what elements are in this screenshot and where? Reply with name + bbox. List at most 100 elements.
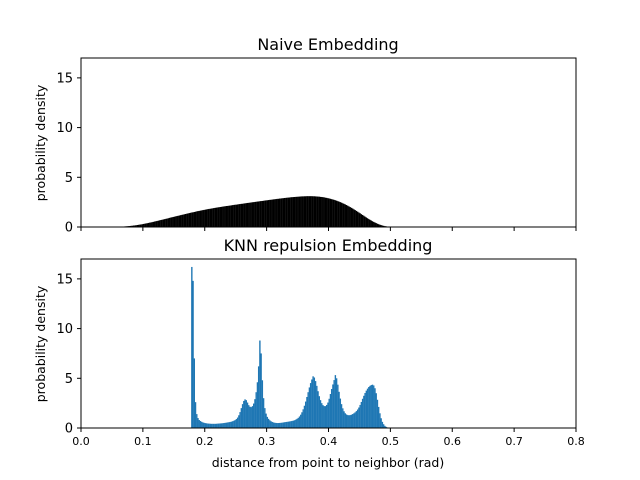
naive-embedding-bar [167,218,170,227]
knn-embedding-bar [302,409,304,428]
knn-embedding-xlabel: distance from point to neighbor (rad) [212,455,445,470]
naive-embedding-bar [266,200,269,227]
naive-embedding-bar [162,219,165,227]
naive-embedding-bar [259,201,261,227]
knn-embedding-bar [209,423,212,428]
knn-embedding-xtick-label: 0.0 [72,435,90,448]
naive-embedding-bar [173,216,176,227]
naive-embedding-bar [155,221,157,227]
naive-embedding-bar [371,221,374,227]
knn-embedding-xtick-label: 0.3 [258,435,276,448]
knn-embedding-bar [227,422,229,428]
knn-embedding-bar [279,422,281,428]
naive-embedding-title: Naive Embedding [257,35,398,54]
knn-embedding-bar [265,413,267,428]
naive-embedding-bar [355,210,358,227]
knn-embedding-bar [234,420,236,428]
knn-embedding-bar [224,422,226,428]
knn-embedding-bar [197,418,199,428]
knn-embedding-bar [244,399,246,428]
naive-embedding-bar [337,201,339,227]
naive-embedding-bar [147,222,150,227]
naive-embedding-bar [365,217,368,227]
knn-embedding-bar [380,418,382,428]
naive-embedding-bar [323,197,325,227]
naive-embedding-bar [375,223,377,227]
knn-embedding-bar [270,421,272,428]
naive-embedding-bar [207,209,209,227]
naive-embedding-bar [202,210,204,227]
naive-embedding-bar [199,210,202,227]
knn-embedding-bar [300,414,302,428]
naive-embedding-bar [260,201,262,227]
naive-embedding-bar [366,218,369,227]
naive-embedding-bar [141,224,144,227]
knn-embedding-bar [251,406,254,428]
knn-embedding-bar [338,391,340,428]
naive-embedding-bar [293,196,296,227]
naive-embedding-bar [290,197,292,227]
naive-embedding-bar [156,220,158,227]
naive-embedding-bar [343,203,345,227]
knn-embedding-bar [322,405,324,428]
knn-embedding-axes-frame [80,258,577,429]
knn-embedding-bar [287,421,290,428]
knn-embedding-bar [368,387,370,428]
naive-embedding-bar [254,201,256,227]
knn-embedding-bar [335,378,338,428]
naive-embedding-bar [187,213,189,227]
naive-embedding-bar [240,203,243,227]
naive-embedding-bar [257,201,260,227]
naive-embedding-ytick-label: 0 [65,221,73,236]
naive-embedding-bar [326,197,328,227]
knn-embedding-bar [225,422,228,428]
naive-embedding-bar [146,223,148,227]
knn-embedding-bar [378,406,380,428]
naive-embedding-bar [189,212,192,227]
naive-embedding-bar [271,199,273,227]
knn-embedding-bar [384,425,386,428]
knn-embedding-bar [283,422,286,428]
naive-embedding-bar [279,198,281,227]
knn-embedding-bar [321,403,323,428]
naive-embedding-bar [178,215,181,227]
naive-embedding-bar [235,204,238,227]
naive-embedding-bar [208,208,210,227]
knn-embedding-bar [281,422,283,428]
knn-embedding-bar [208,423,210,428]
naive-embedding-bar [370,220,372,227]
naive-embedding-bar [201,210,203,227]
knn-embedding-bar [333,380,335,428]
naive-embedding-bar [350,207,353,227]
naive-embedding-bar [137,224,140,227]
knn-embedding-bar [282,422,285,428]
knn-embedding-bar [231,421,234,428]
naive-embedding-bar [298,196,301,227]
naive-embedding-bar [239,204,241,227]
naive-embedding-bar [335,200,338,227]
naive-embedding-subplot: Naive Embedding probability density 0 5 10… [33,35,577,236]
naive-embedding-bar [213,208,215,227]
naive-embedding-bar [230,205,233,227]
knn-embedding-bar [245,400,247,428]
knn-embedding-bar [358,407,360,428]
knn-embedding-bar [264,408,266,428]
knn-embedding-bar [261,380,264,428]
naive-embedding-bar [233,204,235,227]
naive-embedding-bar [360,214,363,227]
knn-embedding-bar [192,280,194,428]
knn-embedding-bar [266,416,269,428]
naive-embedding-bar [287,197,290,227]
naive-embedding-bar [330,199,333,227]
naive-embedding-bar [374,222,376,227]
naive-embedding-bar [224,206,226,227]
naive-embedding-bar [316,196,318,227]
knn-embedding-bar [301,412,303,428]
knn-embedding-bar [304,401,307,428]
knn-embedding-bar [240,408,243,428]
knn-embedding-bar [272,422,275,428]
knn-embedding-bar [354,412,356,428]
naive-embedding-bar [296,196,298,227]
naive-embedding-bar [209,208,212,227]
naive-embedding-ytick-label: 5 [65,171,73,186]
